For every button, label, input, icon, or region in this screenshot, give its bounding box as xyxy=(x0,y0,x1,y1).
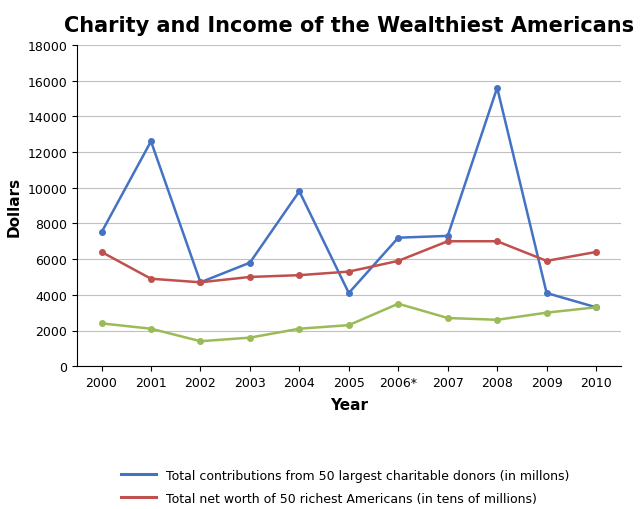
Title: Charity and Income of the Wealthiest Americans: Charity and Income of the Wealthiest Ame… xyxy=(64,16,634,36)
Total contributions from 50 largest charitable donors (in millons) xyxy=(394,235,402,241)
Average income of top .01% of Americans* (in tens of thousands) xyxy=(592,304,600,310)
Total net worth of 50 richest Americans (in tens of millions) xyxy=(246,274,253,280)
X-axis label: Year: Year xyxy=(330,398,368,412)
Average income of top .01% of Americans* (in tens of thousands) xyxy=(394,301,402,307)
Total contributions from 50 largest charitable donors (in millons) xyxy=(543,290,550,296)
Total net worth of 50 richest Americans (in tens of millions) xyxy=(296,272,303,278)
Average income of top .01% of Americans* (in tens of thousands) xyxy=(543,310,550,316)
Total contributions from 50 largest charitable donors (in millons) xyxy=(592,304,600,310)
Total net worth of 50 richest Americans (in tens of millions) xyxy=(147,276,155,282)
Total contributions from 50 largest charitable donors (in millons) xyxy=(196,279,204,286)
Total contributions from 50 largest charitable donors (in millons) xyxy=(345,290,353,296)
Legend: Total contributions from 50 largest charitable donors (in millons), Total net wo: Total contributions from 50 largest char… xyxy=(120,469,577,509)
Average income of top .01% of Americans* (in tens of thousands) xyxy=(345,323,353,329)
Line: Total net worth of 50 richest Americans (in tens of millions): Total net worth of 50 richest Americans … xyxy=(99,239,599,286)
Total net worth of 50 richest Americans (in tens of millions) xyxy=(196,279,204,286)
Total contributions from 50 largest charitable donors (in millons) xyxy=(246,260,253,266)
Total net worth of 50 richest Americans (in tens of millions) xyxy=(98,249,106,256)
Y-axis label: Dollars: Dollars xyxy=(6,176,22,236)
Line: Total contributions from 50 largest charitable donors (in millons): Total contributions from 50 largest char… xyxy=(99,86,599,310)
Total net worth of 50 richest Americans (in tens of millions) xyxy=(345,269,353,275)
Total net worth of 50 richest Americans (in tens of millions) xyxy=(543,258,550,264)
Average income of top .01% of Americans* (in tens of thousands) xyxy=(444,315,452,322)
Average income of top .01% of Americans* (in tens of thousands) xyxy=(246,335,253,341)
Total net worth of 50 richest Americans (in tens of millions) xyxy=(493,239,501,245)
Average income of top .01% of Americans* (in tens of thousands) xyxy=(296,326,303,332)
Total contributions from 50 largest charitable donors (in millons) xyxy=(296,189,303,195)
Total contributions from 50 largest charitable donors (in millons) xyxy=(147,139,155,145)
Line: Average income of top .01% of Americans* (in tens of thousands): Average income of top .01% of Americans*… xyxy=(99,301,599,344)
Total net worth of 50 richest Americans (in tens of millions) xyxy=(592,249,600,256)
Average income of top .01% of Americans* (in tens of thousands) xyxy=(98,321,106,327)
Total contributions from 50 largest charitable donors (in millons) xyxy=(98,230,106,236)
Total contributions from 50 largest charitable donors (in millons) xyxy=(493,86,501,92)
Average income of top .01% of Americans* (in tens of thousands) xyxy=(493,317,501,323)
Total contributions from 50 largest charitable donors (in millons) xyxy=(444,233,452,239)
Average income of top .01% of Americans* (in tens of thousands) xyxy=(147,326,155,332)
Average income of top .01% of Americans* (in tens of thousands) xyxy=(196,338,204,345)
Total net worth of 50 richest Americans (in tens of millions) xyxy=(394,258,402,264)
Total net worth of 50 richest Americans (in tens of millions) xyxy=(444,239,452,245)
